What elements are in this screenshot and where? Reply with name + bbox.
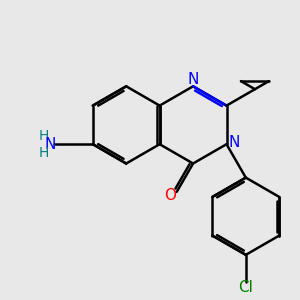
Text: H: H: [38, 146, 49, 160]
Text: N: N: [45, 137, 56, 152]
Text: Cl: Cl: [238, 280, 253, 295]
Text: N: N: [229, 135, 240, 150]
Text: O: O: [164, 188, 176, 203]
Text: H: H: [38, 129, 49, 143]
Text: N: N: [188, 72, 199, 87]
